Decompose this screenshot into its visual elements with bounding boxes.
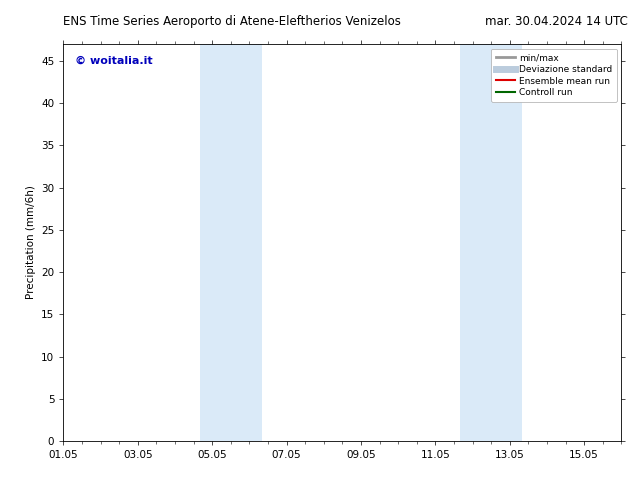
Legend: min/max, Deviazione standard, Ensemble mean run, Controll run: min/max, Deviazione standard, Ensemble m… [491,49,617,102]
Text: © woitalia.it: © woitalia.it [75,56,152,66]
Text: mar. 30.04.2024 14 UTC: mar. 30.04.2024 14 UTC [485,15,628,28]
Y-axis label: Precipitation (mm/6h): Precipitation (mm/6h) [25,186,36,299]
Bar [460,44,522,441]
Text: ENS Time Series Aeroporto di Atene-Eleftherios Venizelos: ENS Time Series Aeroporto di Atene-Eleft… [63,15,401,28]
Bar [200,44,262,441]
